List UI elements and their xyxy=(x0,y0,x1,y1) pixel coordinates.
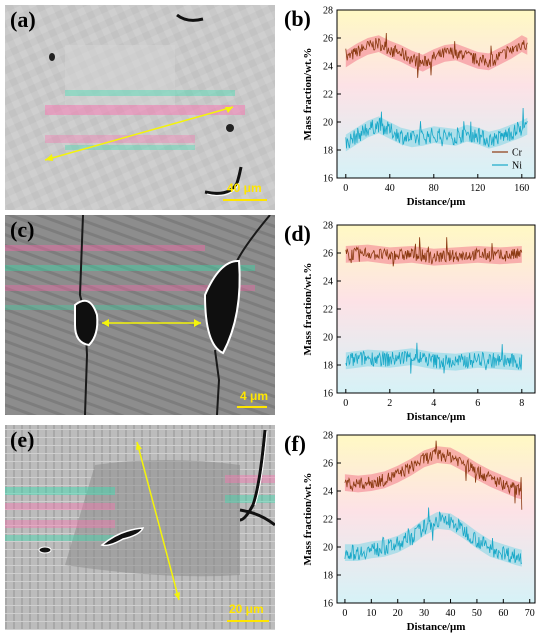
chart-d: 16 18 20 22 24 26 28 0 2 4 6 8 Distance/μm Mass fract… xyxy=(280,215,550,425)
y-tick-label: 24 xyxy=(323,487,333,498)
series-line-cr xyxy=(345,237,523,267)
x-tick-label: 60 xyxy=(498,608,508,619)
plot-background xyxy=(337,10,535,178)
series-line-cr xyxy=(344,440,523,510)
y-tick-label: 28 xyxy=(323,6,333,17)
x-tick-label: 30 xyxy=(419,608,429,619)
x-tick-label: 160 xyxy=(514,183,529,194)
x-tick-label: 0 xyxy=(342,608,347,619)
x-axis-title: Distance/μm xyxy=(407,411,466,423)
panel-label: (f) xyxy=(284,431,306,456)
x-tick-label: 2 xyxy=(387,398,392,409)
y-axis-title: Mass fraction/wt.% xyxy=(302,48,314,141)
series-band-ni xyxy=(344,512,522,567)
y-tick-label: 28 xyxy=(323,431,333,442)
x-tick-label: 0 xyxy=(343,398,348,409)
y-tick-label: 26 xyxy=(323,459,333,470)
legend-label-ni: Ni xyxy=(512,161,522,172)
y-tick-label: 20 xyxy=(323,118,333,129)
y-tick-label: 24 xyxy=(323,62,333,73)
series-line-cr xyxy=(345,32,528,78)
y-tick-label: 18 xyxy=(323,146,333,157)
y-tick-label: 16 xyxy=(323,389,333,400)
series-line-ni xyxy=(345,342,523,374)
y-tick-label: 26 xyxy=(323,249,333,260)
chart-f: 16 18 20 22 24 26 28 0 10 20 30 40 50 60 70 Distance/μm… xyxy=(280,425,550,635)
micrograph-e-image xyxy=(5,425,275,630)
y-tick-label: 22 xyxy=(323,515,333,526)
series-band-cr xyxy=(345,244,522,266)
legend-label-cr: Cr xyxy=(512,148,523,159)
micrograph-c: (c) 4 μm xyxy=(5,215,275,415)
line-scan-arrow xyxy=(136,441,180,601)
y-tick-label: 16 xyxy=(323,174,333,185)
y-tick-label: 24 xyxy=(323,277,333,288)
x-tick-label: 6 xyxy=(475,398,480,409)
x-tick-label: 80 xyxy=(429,183,439,194)
y-tick-label: 20 xyxy=(323,333,333,344)
y-axis-title: Mass fraction/wt.% xyxy=(302,263,314,356)
x-tick-label: 10 xyxy=(366,608,376,619)
micrograph-c-image xyxy=(5,215,275,415)
scale-bar-label-c: 4 μm xyxy=(240,389,269,403)
x-axis-title: Distance/μm xyxy=(407,196,466,208)
x-tick-label: 0 xyxy=(343,183,348,194)
y-tick-label: 18 xyxy=(323,571,333,582)
chart-b-svg: 16 18 20 22 24 26 28 0 40 80 120 160 Distance/μm Mass… xyxy=(284,6,536,208)
scale-bar-label-e: 20 μm xyxy=(229,602,264,616)
x-tick-label: 20 xyxy=(393,608,403,619)
panel-label-a: (a) xyxy=(10,7,36,32)
y-tick-label: 22 xyxy=(323,90,333,101)
line-scan-arrow xyxy=(44,106,234,161)
series-band-cr xyxy=(344,446,522,500)
panel-label-e: (e) xyxy=(10,427,35,452)
x-tick-label: 40 xyxy=(385,183,395,194)
micrograph-a-image xyxy=(5,5,275,210)
y-tick-label: 18 xyxy=(323,361,333,372)
chart-f-svg: 16 18 20 22 24 26 28 0 10 20 30 40 50 60 70 Distance/μm… xyxy=(284,431,536,633)
x-tick-label: 8 xyxy=(519,398,524,409)
y-tick-label: 28 xyxy=(323,221,333,232)
x-tick-label: 120 xyxy=(470,183,485,194)
y-tick-label: 20 xyxy=(323,543,333,554)
x-axis-title: Distance/μm xyxy=(407,621,466,633)
x-tick-label: 40 xyxy=(446,608,456,619)
series-line-ni xyxy=(344,507,523,565)
x-tick-label: 50 xyxy=(472,608,482,619)
chart-b: 16 18 20 22 24 26 28 0 40 80 120 160 Distance/μm Mass… xyxy=(280,0,550,210)
panel-label: (b) xyxy=(284,6,311,31)
series-band-ni xyxy=(345,348,522,371)
micrograph-e: (e) 20 μm xyxy=(5,425,275,630)
panel-label: (d) xyxy=(284,221,311,246)
y-tick-label: 16 xyxy=(323,599,333,610)
panel-label-c: (c) xyxy=(10,217,35,242)
x-tick-label: 70 xyxy=(525,608,535,619)
series-line-ni xyxy=(345,107,528,149)
micrograph-a: (a) 40 μm xyxy=(5,5,275,210)
scale-bar-label-a: 40 μm xyxy=(227,181,262,195)
y-tick-label: 26 xyxy=(323,34,333,45)
x-tick-label: 4 xyxy=(431,398,436,409)
y-axis-title: Mass fraction/wt.% xyxy=(302,473,314,566)
y-tick-label: 22 xyxy=(323,305,333,316)
